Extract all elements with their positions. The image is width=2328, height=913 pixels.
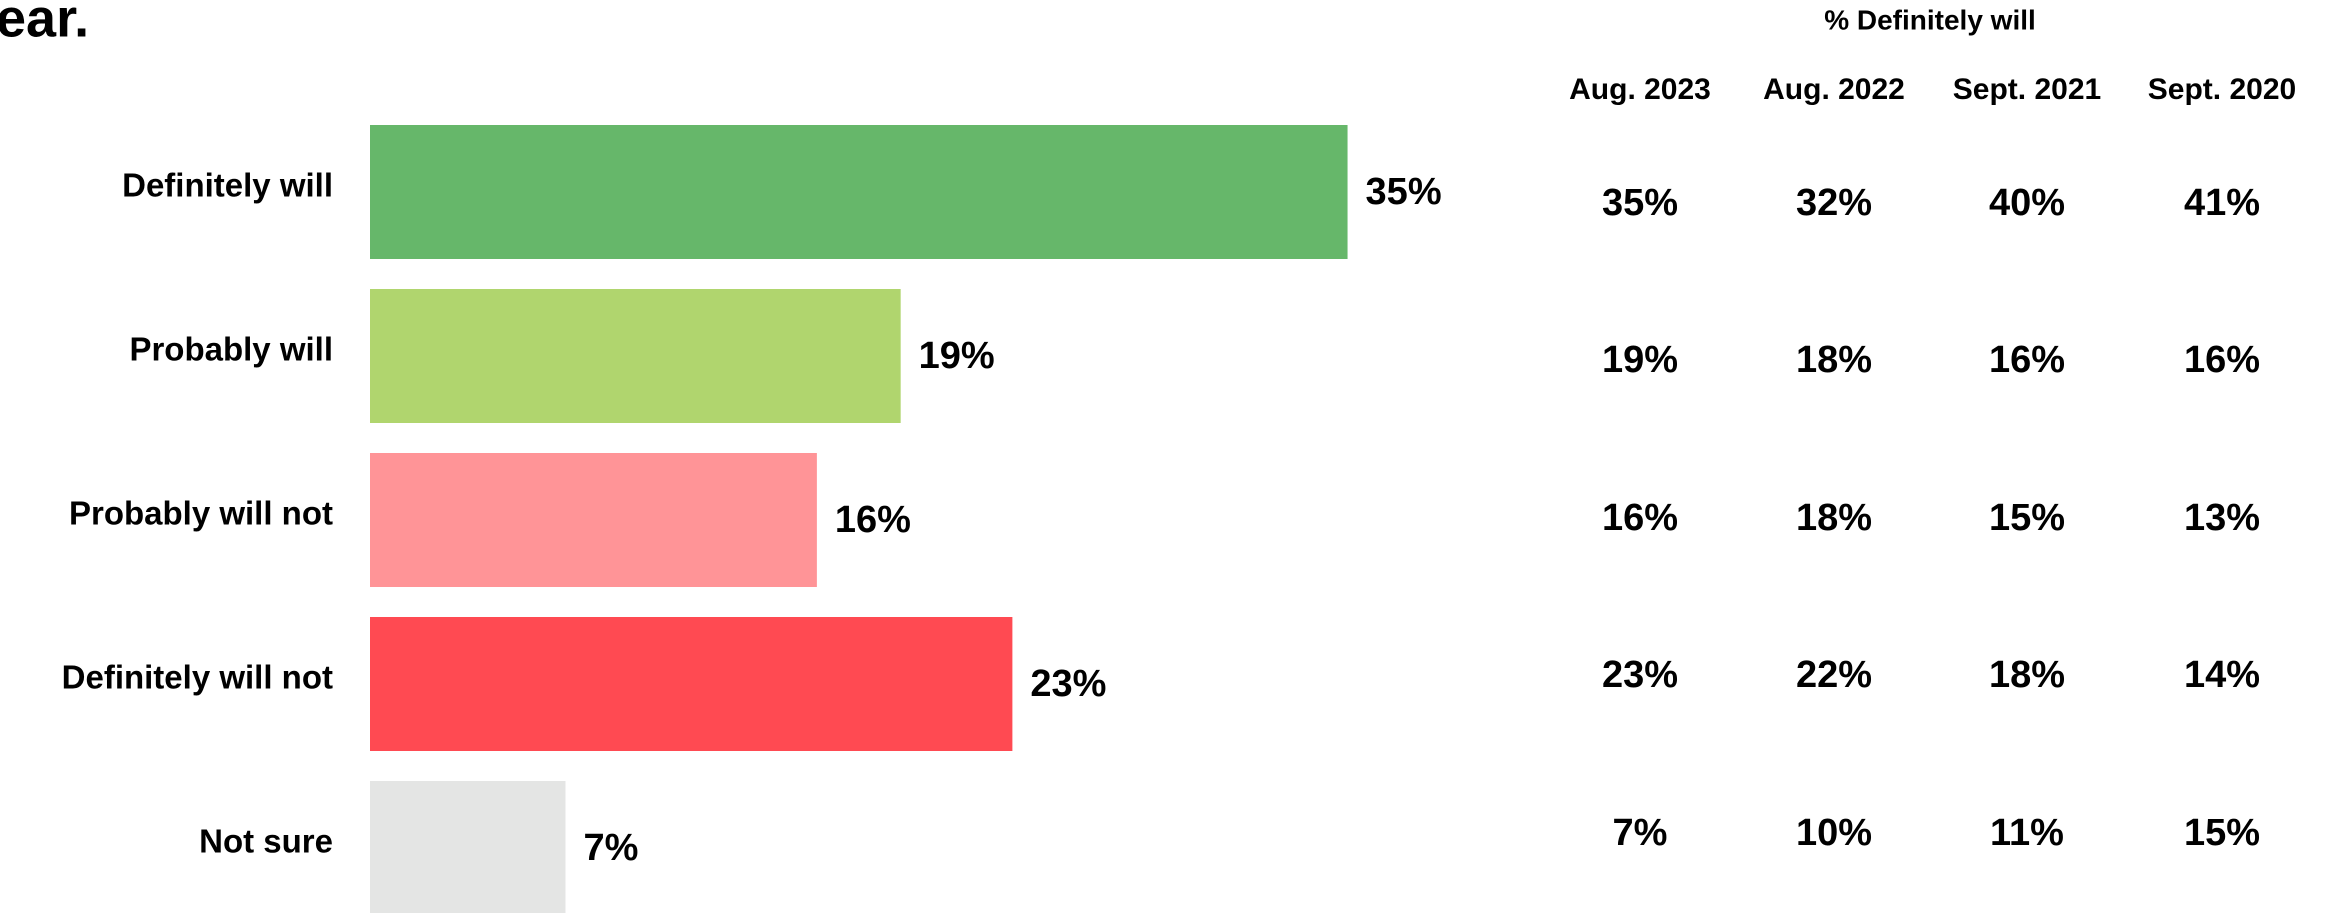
table-cell: 7%	[1613, 812, 1668, 854]
bar	[370, 453, 817, 587]
table-cell: 16%	[1989, 339, 2065, 381]
category-label: Definitely will	[122, 167, 333, 204]
table-cell: 14%	[2184, 654, 2260, 696]
table-cell: 16%	[2184, 339, 2260, 381]
value-label: 35%	[1366, 171, 1442, 213]
table-cell: 16%	[1602, 497, 1678, 539]
bar	[370, 125, 1348, 259]
table-cell: 41%	[2184, 182, 2260, 224]
category-label: Probably will	[129, 331, 333, 368]
column-header: Sept. 2021	[1953, 73, 2101, 106]
table-cell: 35%	[1602, 182, 1678, 224]
value-label: 23%	[1030, 663, 1106, 705]
table-cell: 22%	[1796, 654, 1872, 696]
table-cell: 15%	[2184, 812, 2260, 854]
value-label: 19%	[919, 335, 995, 377]
category-label: Definitely will not	[62, 659, 333, 696]
category-label: Probably will not	[69, 495, 333, 532]
category-label: Not sure	[199, 823, 333, 860]
table-cell: 23%	[1602, 654, 1678, 696]
table-cell: 15%	[1989, 497, 2065, 539]
bar	[370, 781, 566, 913]
table-cell: 18%	[1796, 497, 1872, 539]
table-title: % Definitely will	[1824, 4, 2036, 35]
table-cell: 13%	[2184, 497, 2260, 539]
bar	[370, 289, 901, 423]
table-cell: 11%	[1990, 812, 2064, 854]
table-cell: 40%	[1989, 182, 2065, 224]
chart-title: ear.	[0, 0, 89, 48]
bar	[370, 617, 1013, 751]
value-label: 16%	[835, 499, 911, 541]
value-label: 7%	[584, 827, 639, 869]
column-header: Sept. 2020	[2148, 73, 2296, 106]
column-header: Aug. 2023	[1569, 73, 1711, 106]
table-cell: 19%	[1602, 339, 1678, 381]
table-cell: 10%	[1796, 812, 1872, 854]
table-cell: 18%	[1989, 654, 2065, 696]
table-cell: 18%	[1796, 339, 1872, 381]
column-header: Aug. 2022	[1763, 73, 1905, 106]
table-cell: 32%	[1796, 182, 1872, 224]
